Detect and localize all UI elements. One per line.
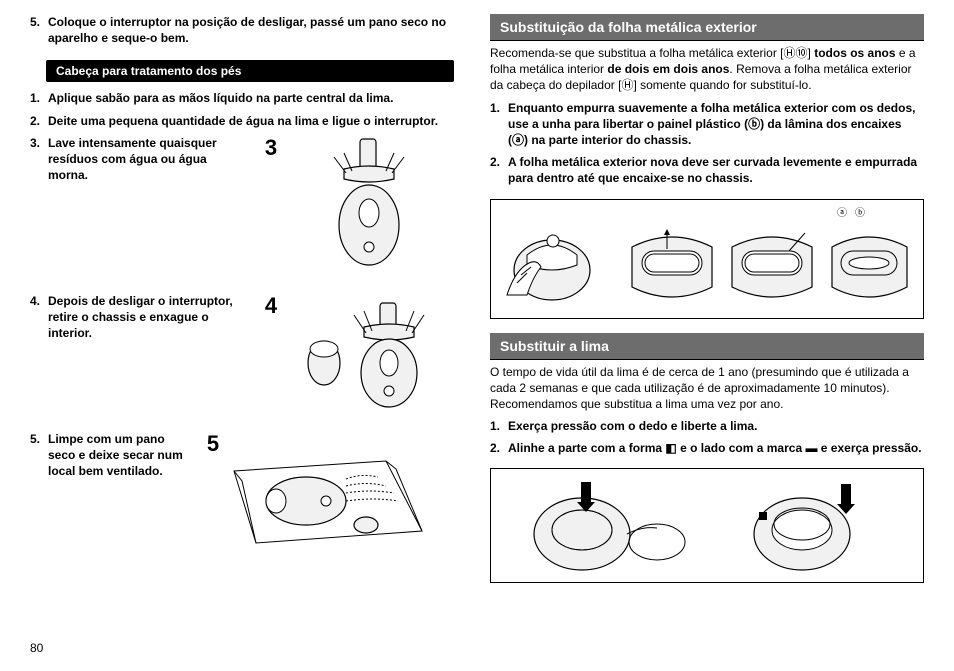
- label-b: ⓑ: [855, 204, 865, 219]
- step-4: 4. Depois de desligar o interruptor, ret…: [30, 293, 250, 342]
- step-5-top: 5. Coloque o interruptor na posição de d…: [30, 14, 454, 46]
- step-text: Enquanto empurra suavemente a folha metá…: [508, 100, 924, 149]
- step-number: 4.: [30, 293, 48, 342]
- step-text: Aplique sabão para as mãos líquido na pa…: [48, 90, 454, 106]
- icon-h: Ⓗ: [621, 78, 633, 92]
- page-number: 80: [30, 641, 43, 655]
- step-number: 2.: [490, 440, 508, 456]
- foil-figure-box: ⓐ ⓑ: [490, 199, 924, 319]
- foil-step-1: 1. Enquanto empurra suavemente a folha m…: [490, 100, 924, 149]
- left-column: 5. Coloque o interruptor na posição de d…: [26, 14, 472, 657]
- step-text: Lave intensamente quaisquer resíduos com…: [48, 135, 250, 184]
- step-text: Exerça pressão com o dedo e liberte a li…: [508, 418, 924, 434]
- file-intro: O tempo de vida útil da lima é de cerca …: [490, 364, 924, 413]
- step-number: 1.: [490, 100, 508, 149]
- shape-icon-1: ◧: [665, 441, 676, 455]
- icon-10: ⑩: [796, 46, 808, 60]
- step-number: 5.: [30, 14, 48, 46]
- figure-3: [284, 135, 454, 275]
- figure-4: [284, 293, 454, 413]
- step-text: Depois de desligar o interruptor, retire…: [48, 293, 250, 342]
- section-badge: Cabeça para tratamento dos pés: [46, 60, 454, 82]
- step-5: 5. Limpe com um pano seco e deixe secar …: [30, 431, 192, 480]
- section-header-foil: Substituição da folha metálica exterior: [490, 14, 924, 41]
- step-text: Alinhe a parte com a forma ◧ e o lado co…: [508, 440, 924, 456]
- step-2: 2. Deite uma pequena quantidade de água …: [30, 113, 454, 129]
- step-1: 1. Aplique sabão para as mãos líquido na…: [30, 90, 454, 106]
- step-number: 1.: [30, 90, 48, 106]
- section-header-file: Substituir a lima: [490, 333, 924, 360]
- step-number: 2.: [490, 154, 508, 186]
- label-a: ⓐ: [837, 204, 847, 219]
- step-number: 3.: [30, 135, 48, 184]
- step-3: 3. Lave intensamente quaisquer resíduos …: [30, 135, 250, 184]
- device-rinse-icon: [314, 135, 424, 275]
- device-detach-icon: [294, 293, 444, 413]
- figure-number-4: 4: [258, 293, 284, 319]
- shape-icon-2: ▬: [805, 441, 817, 455]
- step-number: 5.: [30, 431, 48, 480]
- file-replace-icon: [497, 476, 917, 576]
- file-step-1: 1. Exerça pressão com o dedo e liberte a…: [490, 418, 924, 434]
- step-text: Limpe com um pano seco e deixe secar num…: [48, 431, 192, 480]
- foil-intro: Recomenda-se que substitua a folha metál…: [490, 45, 924, 94]
- foil-step-2: 2. A folha metálica exterior nova deve s…: [490, 154, 924, 186]
- foil-replace-icon: [497, 205, 917, 313]
- step-text: Coloque o interruptor na posição de desl…: [48, 14, 454, 46]
- step-text: A folha metálica exterior nova deve ser …: [508, 154, 924, 186]
- figure-5: [226, 431, 426, 561]
- step-text: Deite uma pequena quantidade de água na …: [48, 113, 454, 129]
- step-number: 1.: [490, 418, 508, 434]
- manual-page: 5. Coloque o interruptor na posição de d…: [0, 0, 954, 671]
- step-number: 2.: [30, 113, 48, 129]
- file-step-2: 2. Alinhe a parte com a forma ◧ e o lado…: [490, 440, 924, 456]
- figure-number-3: 3: [258, 135, 284, 161]
- step-5-row: 5. Limpe com um pano seco e deixe secar …: [30, 431, 454, 561]
- icon-h: Ⓗ: [784, 46, 796, 60]
- file-figure-box: [490, 468, 924, 583]
- device-dry-icon: [226, 431, 426, 561]
- step-4-row: 4. Depois de desligar o interruptor, ret…: [30, 293, 454, 413]
- step-3-row: 3. Lave intensamente quaisquer resíduos …: [30, 135, 454, 275]
- figure-number-5: 5: [200, 431, 226, 457]
- right-column: Substituição da folha metálica exterior …: [472, 14, 928, 657]
